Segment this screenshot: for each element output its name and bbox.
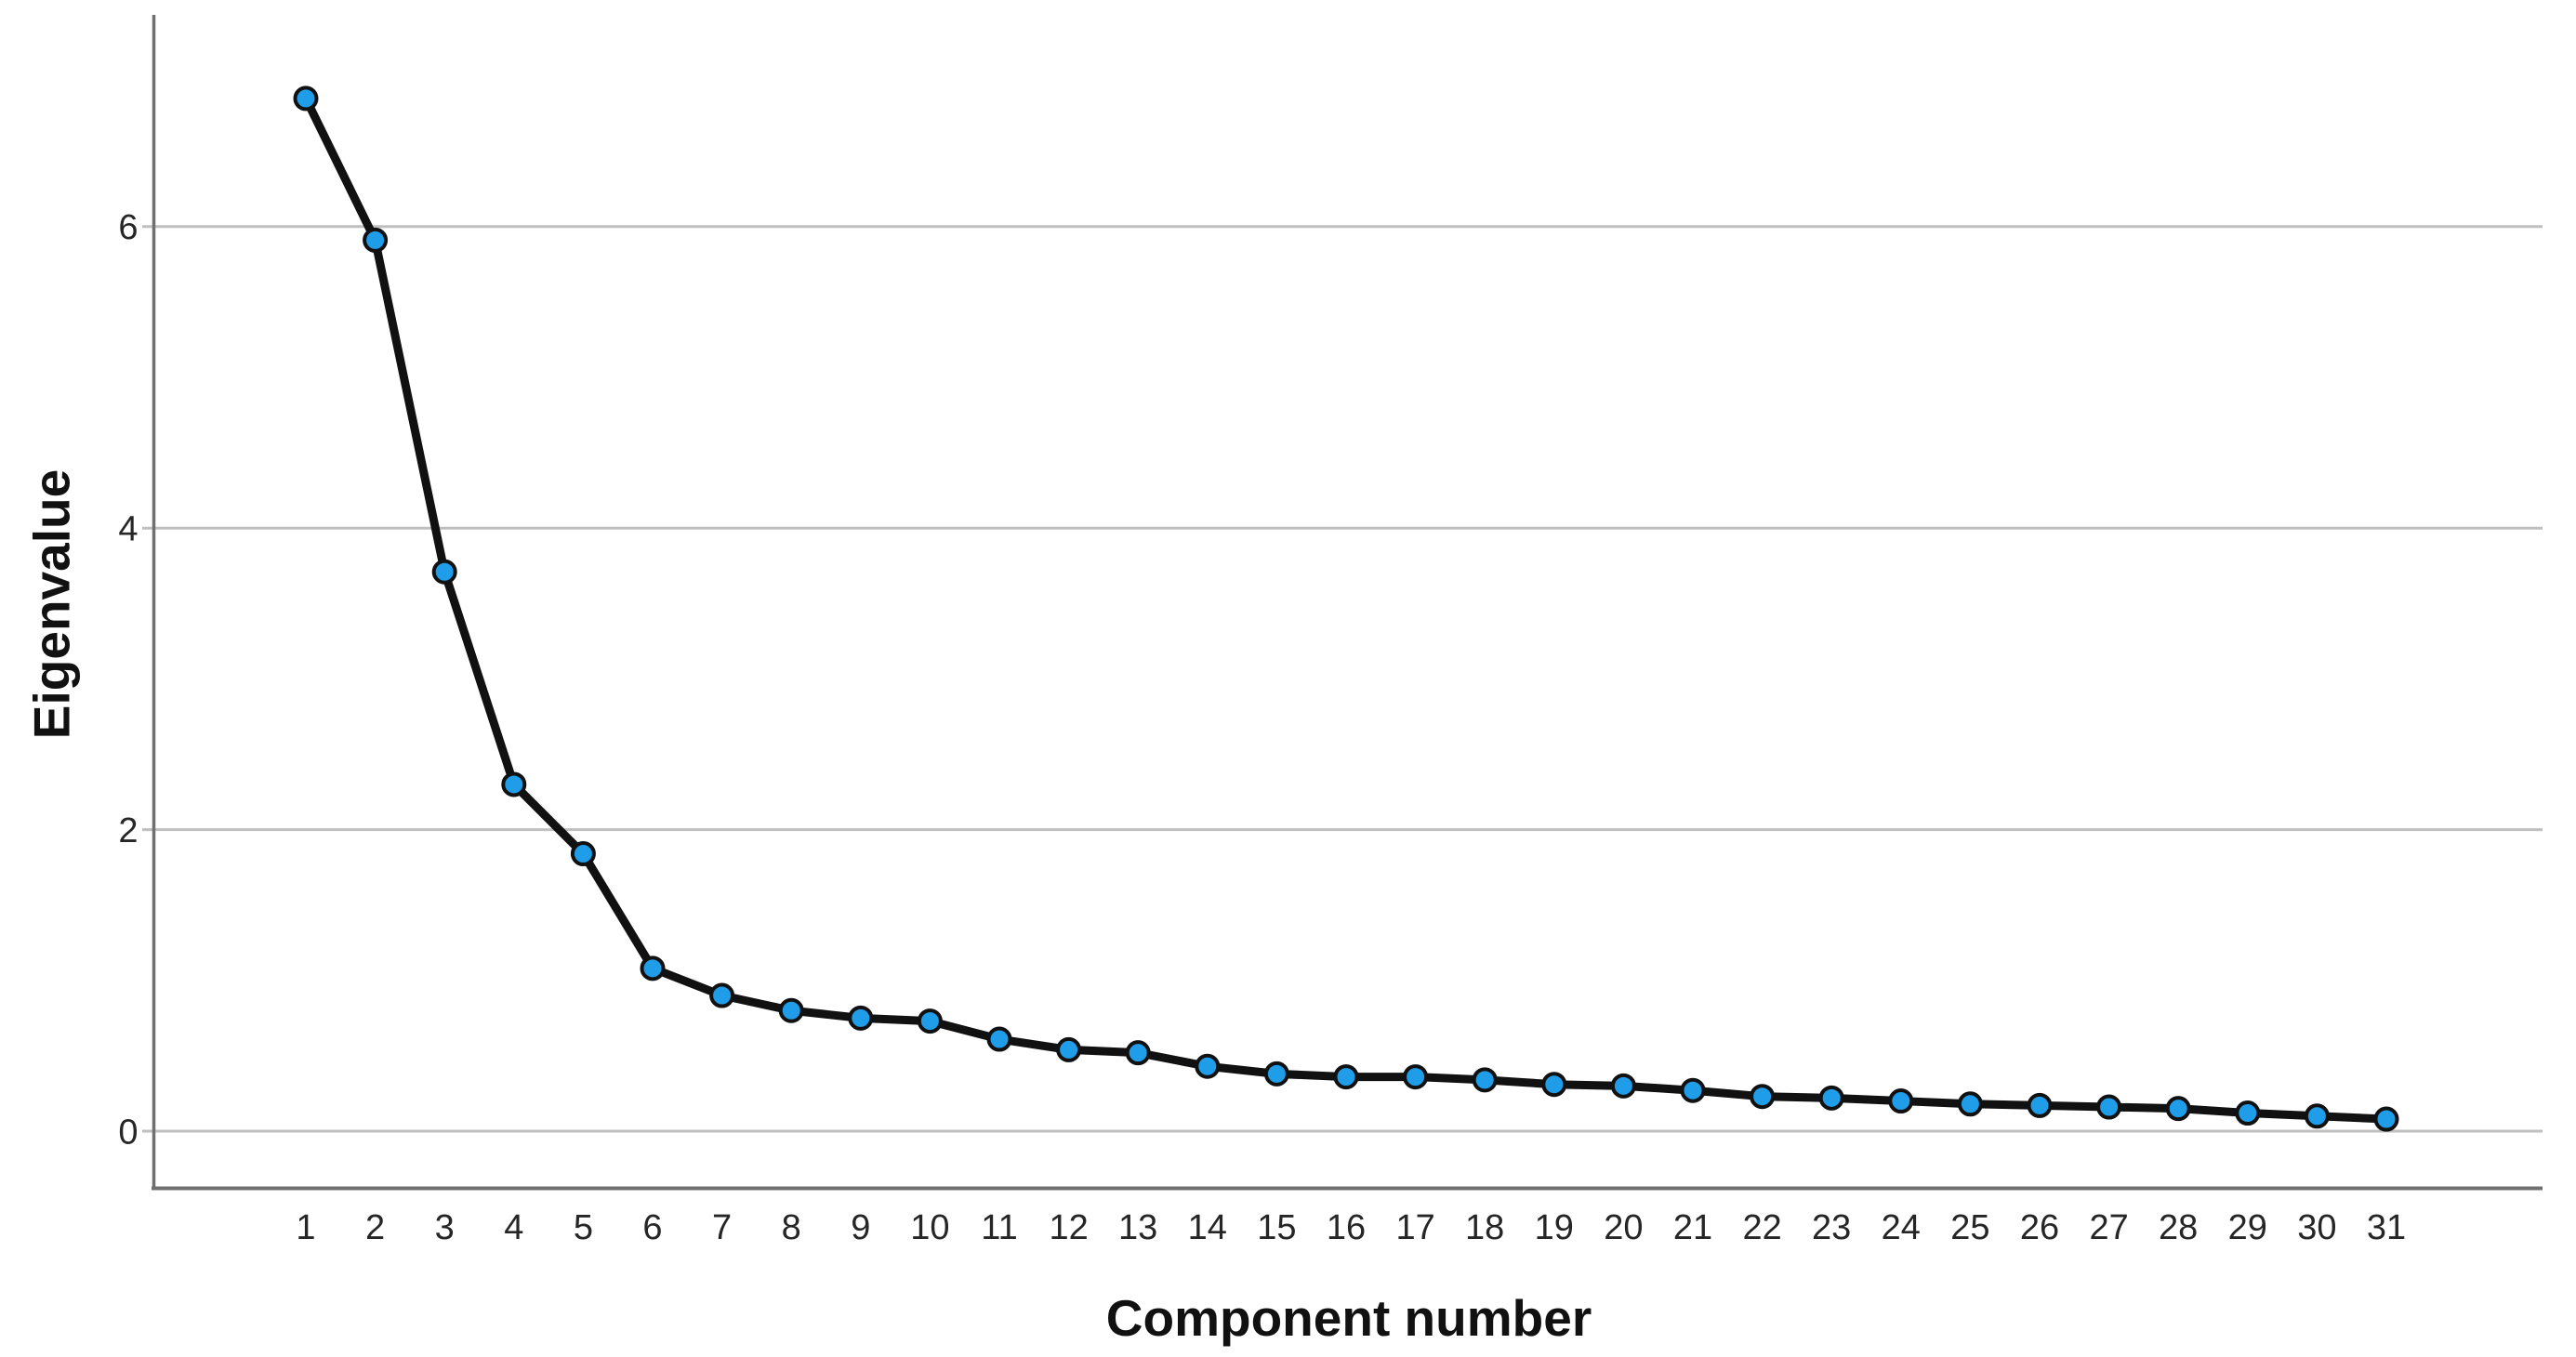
x-tick-label: 1 (296, 1208, 315, 1247)
x-tick-label: 12 (1049, 1208, 1088, 1247)
data-point-14 (1195, 1053, 1221, 1079)
data-point-1 (293, 86, 319, 112)
data-point-12 (1056, 1036, 1082, 1062)
data-point-22 (1750, 1084, 1776, 1110)
data-point-7 (709, 982, 735, 1008)
data-point-3 (431, 559, 457, 585)
x-tick-label: 21 (1673, 1208, 1712, 1247)
data-point-20 (1610, 1073, 1636, 1099)
x-tick-label: 17 (1395, 1208, 1434, 1247)
data-point-23 (1818, 1085, 1844, 1111)
axes-layer (152, 15, 2543, 1191)
x-tick-label: 30 (2297, 1208, 2336, 1247)
data-point-27 (2096, 1094, 2122, 1120)
data-point-5 (570, 841, 596, 867)
x-axis-title: Component number (1106, 1289, 1592, 1347)
x-tick-label: 10 (910, 1208, 949, 1247)
x-tick-label: 3 (435, 1208, 455, 1247)
x-tick-label: 18 (1465, 1208, 1504, 1247)
data-point-28 (2165, 1096, 2191, 1122)
y-tick-label: 2 (118, 811, 138, 850)
data-point-18 (1472, 1067, 1498, 1093)
data-point-13 (1125, 1040, 1151, 1066)
x-tick-label: 25 (1950, 1208, 1989, 1247)
x-tick-label: 5 (574, 1208, 593, 1247)
x-tick-label: 13 (1118, 1208, 1157, 1247)
x-tick-label: 11 (981, 1208, 1017, 1247)
data-point-17 (1403, 1064, 1429, 1090)
x-tick-label: 27 (2089, 1208, 2128, 1247)
data-point-4 (501, 771, 527, 797)
x-tick-label: 16 (1327, 1208, 1366, 1247)
data-point-29 (2235, 1100, 2261, 1126)
data-point-9 (848, 1005, 874, 1031)
x-tick-label: 19 (1535, 1208, 1574, 1247)
x-tick-label: 20 (1604, 1208, 1643, 1247)
data-point-16 (1333, 1064, 1359, 1090)
data-point-25 (1957, 1091, 1983, 1117)
x-tick-label: 29 (2228, 1208, 2267, 1247)
x-tick-label: 14 (1188, 1208, 1227, 1247)
data-point-8 (778, 997, 804, 1023)
data-point-10 (917, 1008, 943, 1034)
x-tick-label: 28 (2159, 1208, 2198, 1247)
series-line (301, 96, 2387, 1124)
y-tick-label: 0 (118, 1113, 138, 1152)
gridlines-layer (142, 225, 2543, 1133)
data-point-11 (986, 1026, 1012, 1052)
x-tick-label: 15 (1257, 1208, 1296, 1247)
x-tick-label: 6 (642, 1208, 662, 1247)
x-tick-label: 7 (712, 1208, 732, 1247)
x-tick-label: 9 (851, 1208, 870, 1247)
data-point-2 (363, 227, 389, 253)
series-layer (293, 86, 2399, 1132)
data-point-26 (2027, 1092, 2053, 1118)
x-tick-label: 31 (2367, 1208, 2406, 1247)
x-tick-label: 22 (1742, 1208, 1781, 1247)
y-axis-title: Eigenvalue (22, 469, 80, 739)
x-tick-label: 24 (1882, 1208, 1921, 1247)
y-tick-label: 6 (118, 208, 138, 247)
data-point-21 (1680, 1077, 1706, 1103)
x-tick-label: 4 (504, 1208, 523, 1247)
y-tick-label: 4 (118, 510, 138, 549)
data-point-24 (1888, 1088, 1914, 1114)
data-point-15 (1263, 1061, 1289, 1087)
data-point-6 (640, 955, 666, 982)
x-tick-label: 23 (1812, 1208, 1851, 1247)
data-point-31 (2373, 1106, 2399, 1132)
data-point-19 (1541, 1072, 1567, 1098)
x-tick-label: 8 (782, 1208, 801, 1247)
x-tick-label: 2 (365, 1208, 385, 1247)
x-tick-label: 26 (2020, 1208, 2059, 1247)
data-point-30 (2304, 1103, 2330, 1129)
